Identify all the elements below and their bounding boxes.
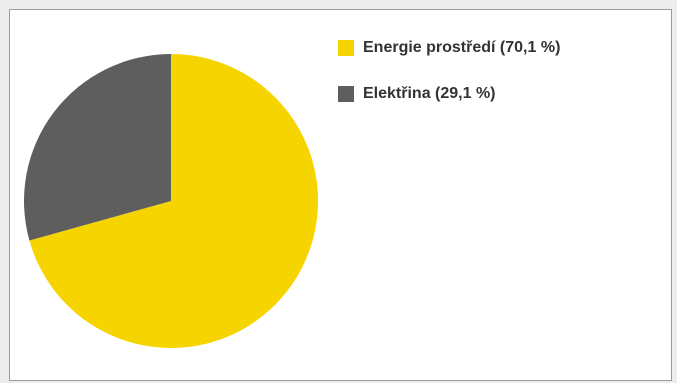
pie-slices <box>24 54 319 348</box>
legend-label-elektrina: Elektřina (29,1 %) <box>363 85 496 102</box>
pie-slice-energie-prostredi <box>29 54 319 348</box>
legend-swatch-energie-prostredi <box>338 40 354 56</box>
legend-swatch-elektrina <box>338 86 354 102</box>
legend: Energie prostředí (70,1 %) Elektřina (29… <box>338 38 560 130</box>
pie-slice-elektrina <box>24 54 172 241</box>
legend-item-elektrina: Elektřina (29,1 %) <box>338 84 560 104</box>
pie-chart <box>24 54 319 348</box>
legend-label-energie-prostredi: Energie prostředí (70,1 %) <box>363 39 561 56</box>
legend-item-energie-prostredi: Energie prostředí (70,1 %) <box>338 38 560 58</box>
chart-frame: Energie prostředí (70,1 %) Elektřina (29… <box>9 9 672 381</box>
